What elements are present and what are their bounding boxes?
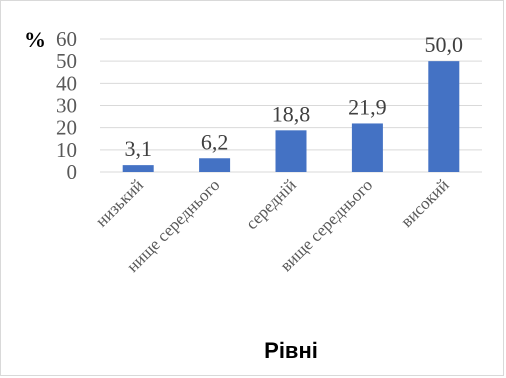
data-label: 3,1 bbox=[124, 136, 152, 161]
y-tick-label: 50 bbox=[56, 49, 77, 73]
gridlines bbox=[100, 38, 482, 173]
data-label: 6,2 bbox=[201, 129, 229, 154]
y-tick-label: 40 bbox=[56, 71, 77, 95]
category-label: низький bbox=[92, 175, 147, 230]
y-tick-label: 0 bbox=[67, 160, 78, 184]
y-tick-label: 20 bbox=[56, 116, 77, 140]
y-tick-label: 30 bbox=[56, 94, 77, 118]
y-tick-label: 60 bbox=[56, 27, 77, 51]
data-labels: 3,1 6,2 18,8 21,9 50,0 bbox=[124, 32, 463, 161]
bar bbox=[122, 165, 154, 172]
y-axis-label: % bbox=[24, 27, 46, 52]
bar bbox=[351, 123, 383, 172]
category-label: середній bbox=[242, 175, 300, 233]
category-label: високий bbox=[397, 175, 453, 231]
data-label: 50,0 bbox=[425, 32, 464, 57]
bar bbox=[275, 130, 307, 172]
bar bbox=[428, 61, 460, 172]
bars bbox=[122, 61, 460, 172]
y-tick-label: 10 bbox=[56, 138, 77, 162]
bar bbox=[199, 158, 231, 172]
data-label: 21,9 bbox=[348, 94, 387, 119]
x-axis-label: Рівні bbox=[264, 338, 318, 363]
data-label: 18,8 bbox=[272, 101, 311, 126]
